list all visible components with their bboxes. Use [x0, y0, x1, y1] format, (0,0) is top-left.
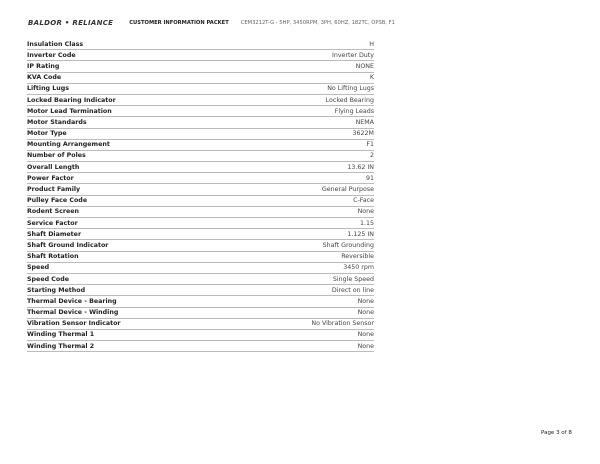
spec-row: Locked Bearing Indicator Locked Bearing [27, 94, 374, 107]
product-description: CEM3212T-G - 5HP, 3450RPM, 3PH, 60HZ, 18… [240, 20, 395, 26]
spec-label: Motor Standards [27, 116, 235, 129]
spec-label: Starting Method [27, 284, 235, 297]
spec-row: Inverter Code Inverter Duty [27, 49, 374, 62]
spec-label: Inverter Code [27, 49, 235, 62]
spec-label: Locked Bearing Indicator [27, 94, 235, 107]
spec-label: Number of Poles [27, 150, 235, 163]
spec-value: General Purpose [234, 183, 374, 196]
spec-label: Shaft Rotation [27, 251, 235, 263]
spec-value: 3622M [234, 128, 374, 140]
spec-label: Motor Lead Termination [27, 105, 235, 118]
spec-row: Motor Lead Termination Flying Leads [27, 105, 374, 118]
spec-value: F1 [234, 139, 374, 151]
brand-logo: BALDOR • RELIANCE [28, 19, 114, 27]
spec-row: Mounting Arrangement F1 [27, 139, 374, 151]
spec-label: Vibration Sensor Indicator [27, 318, 235, 330]
spec-label: Service Factor [27, 217, 235, 230]
spec-value: NEMA [234, 116, 374, 129]
spec-value: None [234, 295, 374, 308]
spec-label: Power Factor [27, 172, 235, 185]
spec-row: Lifting Lugs No Lifting Lugs [27, 83, 374, 95]
spec-label: Mounting Arrangement [27, 139, 235, 151]
spec-table: Insulation Class H Inverter Code Inverter D… [27, 39, 374, 353]
spec-row: KVA Code K [27, 72, 374, 84]
page-header: BALDOR • RELIANCE CUSTOMER INFORMATION P… [28, 19, 395, 27]
spec-label: Winding Thermal 1 [27, 329, 235, 342]
spec-label: Pulley Face Code [27, 195, 235, 207]
spec-value: K [234, 72, 374, 84]
spec-row: Insulation Class H [27, 39, 374, 51]
spec-value: 2 [234, 150, 374, 163]
spec-row: IP Rating NONE [27, 60, 374, 73]
spec-value: NONE [234, 60, 374, 73]
spec-label: Lifting Lugs [27, 83, 235, 95]
spec-value: 91 [234, 172, 374, 185]
spec-row: Thermal Device - Winding None [27, 307, 374, 319]
spec-row: Vibration Sensor Indicator No Vibration S… [27, 318, 374, 330]
spec-value: None [234, 329, 374, 342]
spec-value: None [234, 206, 374, 219]
spec-label: Thermal Device - Bearing [27, 295, 235, 308]
spec-row: Product Family General Purpose [27, 183, 374, 196]
spec-row: Number of Poles 2 [27, 150, 374, 163]
spec-value: No Lifting Lugs [234, 83, 374, 95]
spec-row: Motor Standards NEMA [27, 116, 374, 129]
spec-label: IP Rating [27, 60, 235, 73]
page-number: Page 3 of 8 [541, 430, 572, 436]
spec-value: Locked Bearing [234, 94, 374, 107]
spec-row: Winding Thermal 2 None [27, 340, 374, 353]
spec-value: 13.62 IN [234, 161, 374, 174]
spec-value: 1.15 [234, 217, 374, 230]
spec-row: Thermal Device - Bearing None [27, 295, 374, 308]
document-title: CUSTOMER INFORMATION PACKET [129, 20, 229, 26]
spec-row: Speed Code Single Speed [27, 273, 374, 286]
spec-row: Pulley Face Code C-Face [27, 195, 374, 207]
spec-label: Overall Length [27, 161, 235, 174]
spec-value: H [234, 39, 374, 51]
spec-row: Shaft Diameter 1.125 IN [27, 228, 374, 241]
spec-value: C-Face [234, 195, 374, 207]
spec-label: Thermal Device - Winding [27, 307, 235, 319]
spec-value: Direct on line [234, 284, 374, 297]
spec-row: Starting Method Direct on line [27, 284, 374, 297]
spec-row: Speed 3450 rpm [27, 262, 374, 274]
spec-row: Shaft Rotation Reversible [27, 251, 374, 263]
spec-row: Motor Type 3622M [27, 128, 374, 140]
spec-row: Shaft Ground Indicator Shaft Grounding [27, 239, 374, 252]
spec-value: No Vibration Sensor [234, 318, 374, 330]
spec-label: Insulation Class [27, 39, 235, 51]
spec-label: Product Family [27, 183, 235, 196]
spec-row: Rodent Screen None [27, 206, 374, 219]
spec-value: None [234, 340, 374, 353]
spec-value: 1.125 IN [234, 228, 374, 241]
spec-value: Reversible [234, 251, 374, 263]
spec-value: Shaft Grounding [234, 239, 374, 252]
spec-row: Overall Length 13.62 IN [27, 161, 374, 174]
spec-value: None [234, 307, 374, 319]
spec-row: Winding Thermal 1 None [27, 329, 374, 342]
spec-label: Shaft Ground Indicator [27, 239, 235, 252]
spec-value: Single Speed [234, 273, 374, 286]
spec-label: Speed [27, 262, 235, 274]
spec-row: Power Factor 91 [27, 172, 374, 185]
spec-label: Motor Type [27, 128, 235, 140]
spec-label: Rodent Screen [27, 206, 235, 219]
spec-value: Inverter Duty [234, 49, 374, 62]
spec-label: Shaft Diameter [27, 228, 235, 241]
spec-row: Service Factor 1.15 [27, 217, 374, 230]
spec-value: Flying Leads [234, 105, 374, 118]
spec-label: Winding Thermal 2 [27, 340, 235, 353]
spec-label: Speed Code [27, 273, 235, 286]
spec-value: 3450 rpm [234, 262, 374, 274]
spec-label: KVA Code [27, 72, 235, 84]
